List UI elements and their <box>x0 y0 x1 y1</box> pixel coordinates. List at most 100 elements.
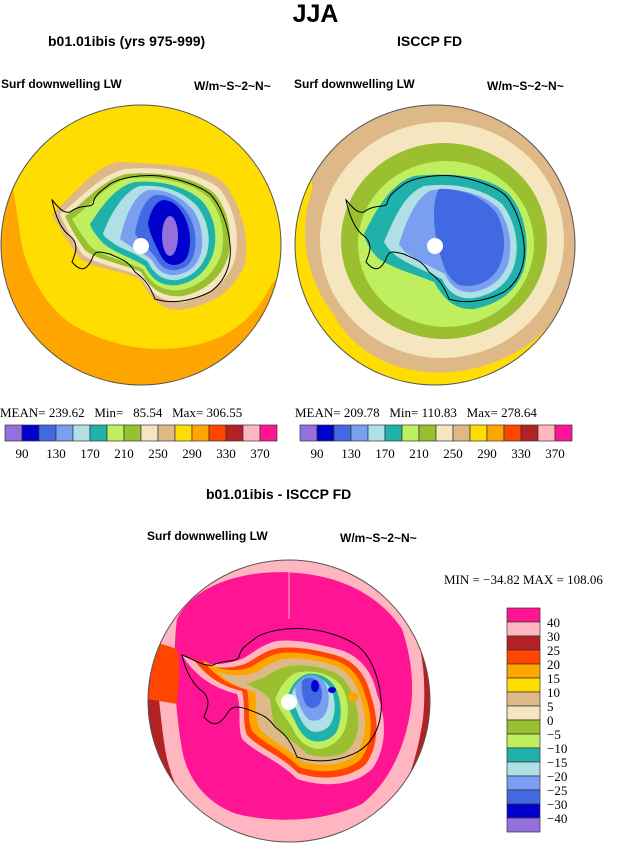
colorbar-box <box>506 691 541 707</box>
map2-border <box>294 104 576 386</box>
colorbar-tick-label: 290 <box>182 446 202 461</box>
colorbar-tick-label: 210 <box>409 446 429 461</box>
panel2-units-label: W/m~S~2~N~ <box>487 79 564 93</box>
map3-zone <box>148 639 180 704</box>
colorbar-tick-label: −15 <box>547 755 567 770</box>
panel1-min-value: 85.54 <box>133 405 163 420</box>
colorbar-tick-label: −5 <box>547 727 561 742</box>
colorbar-box <box>401 424 420 442</box>
panel1-units-label: W/m~S~2~N~ <box>194 79 271 93</box>
panel1-max-label: Max= <box>172 405 204 420</box>
panel1-min-label: Min= <box>94 405 124 420</box>
colorbar-tick-label: 170 <box>375 446 395 461</box>
panel3-max-value: 108.06 <box>567 572 603 587</box>
colorbar-box <box>506 607 541 623</box>
colorbar-box <box>506 747 541 763</box>
colorbar-box <box>506 775 541 791</box>
colorbar-box <box>316 424 335 442</box>
colorbar-box <box>418 424 437 442</box>
panel3-min-value: −34.82 <box>483 572 520 587</box>
colorbar-tick-label: 90 <box>311 446 324 461</box>
colorbar-box <box>225 424 244 442</box>
map1-border <box>0 104 282 386</box>
colorbar-tick-label: −40 <box>547 811 567 826</box>
colorbar-tick-label: 15 <box>547 671 560 686</box>
colorbar-tick-label: 90 <box>16 446 29 461</box>
panel2-mean-label: MEAN= <box>295 405 341 420</box>
panel1-title: b01.01ibis (yrs 975-999) <box>48 33 206 49</box>
colorbar-box <box>506 705 541 721</box>
colorbar-box <box>333 424 352 442</box>
colorbar-box <box>506 733 541 749</box>
colorbar-box <box>506 621 541 637</box>
map3-zone <box>311 680 319 692</box>
colorbar-box <box>506 677 541 693</box>
colorbar-tick-label: 210 <box>114 446 134 461</box>
panel1-colorbar: 90 130 170 210 250 290 330 370 <box>4 424 278 461</box>
colorbar-tick-label: 330 <box>216 446 236 461</box>
colorbar-box <box>72 424 91 442</box>
colorbar-box <box>506 789 541 805</box>
map1-zone <box>162 216 178 256</box>
colorbar-tick-label: −25 <box>547 783 567 798</box>
colorbar-box <box>520 424 539 442</box>
colorbar-box <box>367 424 386 442</box>
panel2-max-value: 278.64 <box>501 405 537 420</box>
panel1-stats: MEAN= 239.62 Min= 85.54 Max= 306.55 <box>0 405 242 421</box>
panel2-title: ISCCP FD <box>397 33 463 49</box>
colorbar-box <box>140 424 159 442</box>
colorbar-box <box>506 663 541 679</box>
map3-pole-marker <box>281 694 297 710</box>
panel3-polar-map <box>147 559 431 843</box>
map2-pole-marker <box>427 238 443 254</box>
colorbar-box <box>157 424 176 442</box>
colorbar-tick-label: 250 <box>443 446 463 461</box>
colorbar-tick-label: 370 <box>250 446 270 461</box>
panel3-units-label: W/m~S~2~N~ <box>340 531 417 545</box>
colorbar-box <box>350 424 369 442</box>
panel1-mean-value: 239.62 <box>48 405 85 420</box>
panel1-max-value: 306.55 <box>206 405 243 420</box>
colorbar-tick-label: 170 <box>80 446 100 461</box>
colorbar-box <box>208 424 227 442</box>
map2-zone <box>434 188 505 286</box>
colorbar-box <box>503 424 522 442</box>
colorbar-box <box>537 424 556 442</box>
figure-title: JJA <box>292 0 339 28</box>
colorbar-box <box>486 424 505 442</box>
colorbar-tick-label: 40 <box>547 615 560 630</box>
colorbar-box <box>106 424 125 442</box>
colorbar-box <box>506 761 541 777</box>
colorbar-tick-label: 130 <box>341 446 361 461</box>
colorbar-box <box>38 424 57 442</box>
colorbar-box <box>506 635 541 651</box>
colorbar-box <box>174 424 193 442</box>
panel2-min-label: Min= <box>389 405 419 420</box>
colorbar-box <box>452 424 471 442</box>
colorbar-tick-label: 30 <box>547 629 560 644</box>
colorbar-tick-label: 20 <box>547 657 560 672</box>
colorbar-tick-label: −10 <box>547 741 567 756</box>
map1-pole-marker <box>133 238 149 254</box>
colorbar-box <box>506 817 541 833</box>
panel3-variable-label: Surf downwelling LW <box>147 529 268 543</box>
colorbar-box <box>506 649 541 665</box>
colorbar-tick-label: 290 <box>477 446 497 461</box>
panel3-stats: MIN = −34.82 MAX = 108.06 <box>444 572 603 588</box>
colorbar-tick-label: 130 <box>46 446 66 461</box>
panel2-polar-map <box>294 104 576 386</box>
panel2-variable-label: Surf downwelling LW <box>294 77 415 91</box>
panel2-colorbar: 90 130 170 210 250 290 330 370 <box>299 424 573 461</box>
panel3-title: b01.01ibis - ISCCP FD <box>206 486 352 502</box>
colorbar-tick-label: 330 <box>511 446 531 461</box>
panel3-min-label: MIN = <box>444 572 480 587</box>
colorbar-box <box>506 803 541 819</box>
panel1-mean-label: MEAN= <box>0 405 46 420</box>
colorbar-box <box>89 424 108 442</box>
map2-coastline <box>345 175 525 303</box>
map3-zone <box>328 687 336 693</box>
colorbar-box <box>554 424 573 442</box>
colorbar-box <box>4 424 23 442</box>
colorbar-box <box>384 424 403 442</box>
